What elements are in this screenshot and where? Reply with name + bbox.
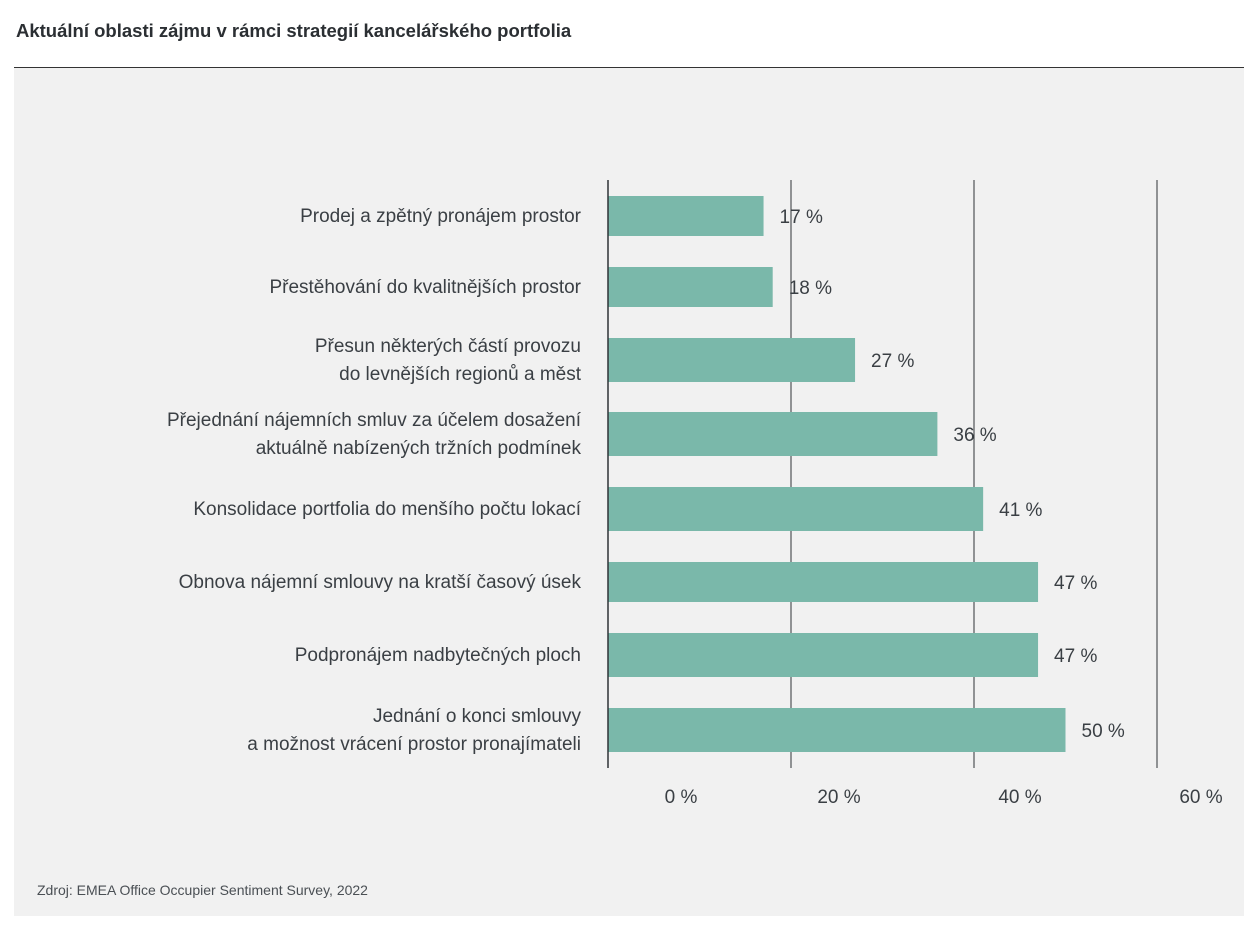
value-label: 18 % bbox=[789, 278, 832, 299]
category-label: do levnějších regionů a měst bbox=[339, 364, 582, 385]
title-divider bbox=[14, 67, 1244, 68]
value-label: 17 % bbox=[780, 207, 823, 228]
x-tick-label: 40 % bbox=[998, 787, 1041, 808]
bar bbox=[608, 267, 773, 307]
value-label: 47 % bbox=[1054, 573, 1097, 594]
category-label: Prodej a zpětný pronájem prostor bbox=[300, 206, 582, 227]
category-label: Přejednání nájemních smluv za účelem dos… bbox=[167, 410, 582, 431]
bar bbox=[608, 487, 984, 531]
bar bbox=[608, 708, 1066, 752]
category-label: Konsolidace portfolia do menšího počtu l… bbox=[193, 499, 581, 520]
category-label: a možnost vrácení prostor pronajímateli bbox=[247, 734, 581, 755]
category-label: Podpronájem nadbytečných ploch bbox=[295, 645, 581, 666]
category-label: aktuálně nabízených tržních podmínek bbox=[256, 438, 582, 459]
value-label: 36 % bbox=[953, 425, 996, 446]
value-label: 27 % bbox=[871, 351, 914, 372]
bar bbox=[608, 338, 856, 382]
category-label: Jednání o konci smlouvy bbox=[373, 706, 582, 727]
bar bbox=[608, 196, 764, 236]
bar bbox=[608, 633, 1039, 677]
value-label: 47 % bbox=[1054, 646, 1097, 667]
category-label: Přesun některých částí provozu bbox=[315, 336, 581, 357]
x-tick-label: 20 % bbox=[817, 787, 860, 808]
category-label: Obnova nájemní smlouvy na kratší časový … bbox=[179, 572, 582, 593]
value-label: 50 % bbox=[1082, 721, 1125, 742]
page-title: Aktuální oblasti zájmu v rámci strategií… bbox=[16, 20, 572, 41]
x-tick-label: 60 % bbox=[1179, 787, 1222, 808]
value-label: 41 % bbox=[999, 500, 1042, 521]
source-note: Zdroj: EMEA Office Occupier Sentiment Su… bbox=[37, 882, 368, 898]
x-tick-label: 0 % bbox=[665, 787, 698, 808]
category-label: Přestěhování do kvalitnějších prostor bbox=[269, 277, 581, 298]
bar bbox=[608, 412, 938, 456]
bar bbox=[608, 562, 1039, 602]
